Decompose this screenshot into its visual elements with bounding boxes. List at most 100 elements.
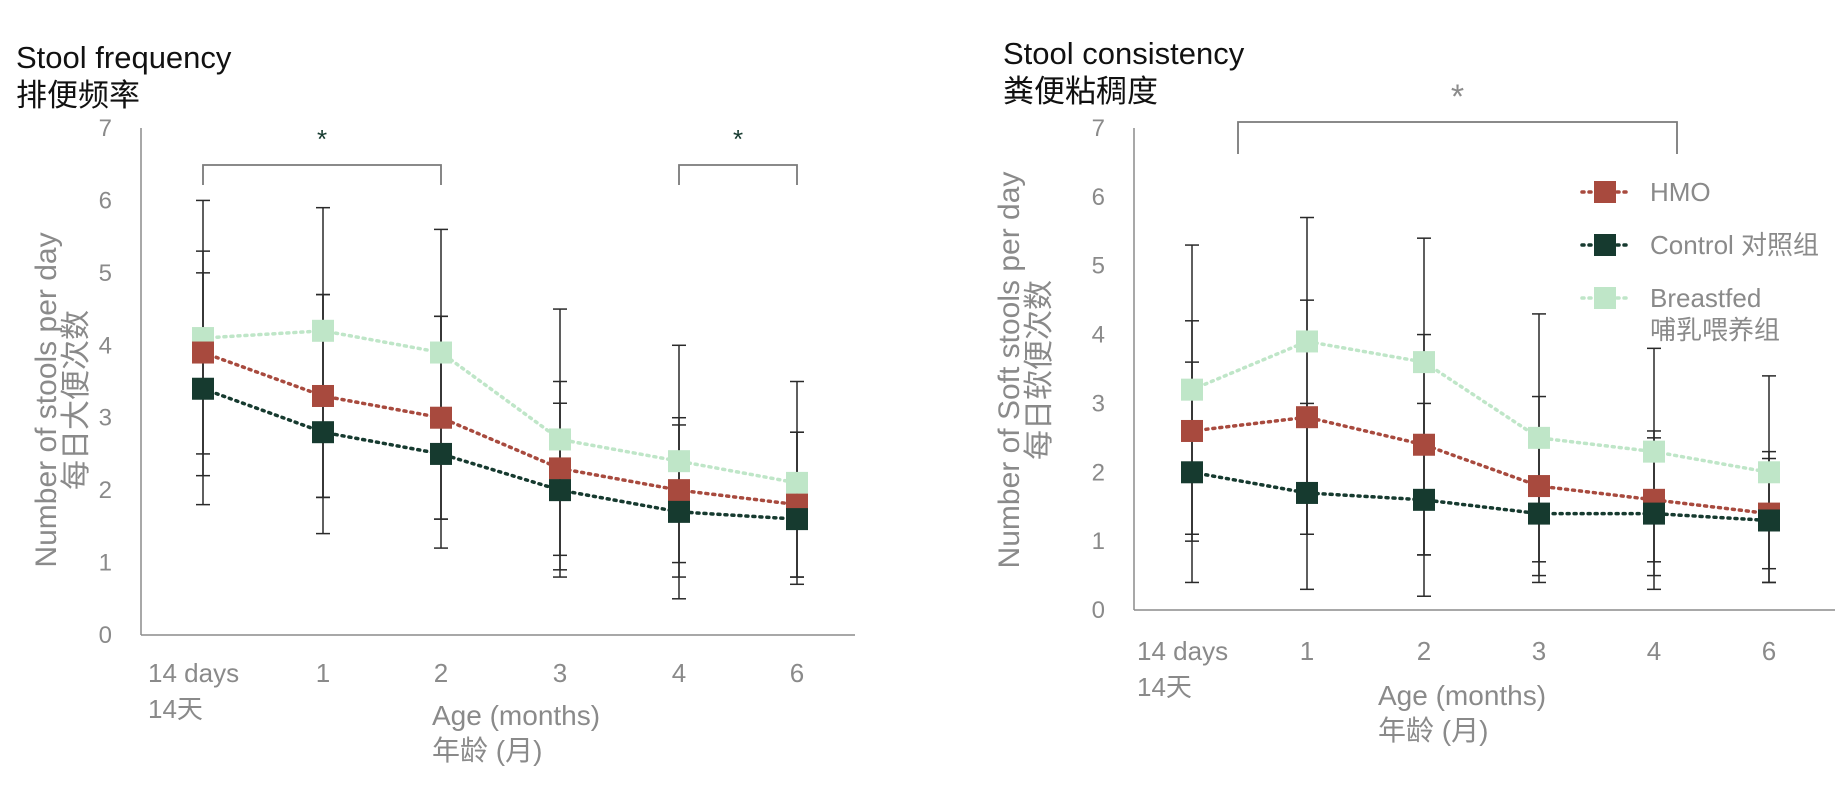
data-point-breastfed xyxy=(1296,330,1318,353)
data-point-control xyxy=(549,479,571,502)
x-axis-label-cn: 年龄 (月) xyxy=(1378,715,1488,746)
data-point-breastfed xyxy=(668,450,690,473)
data-point-hmo xyxy=(430,406,452,429)
x-tick-label: 1 xyxy=(1300,636,1314,666)
significance-bracket xyxy=(202,164,442,185)
legend-label-breastfed: Breastfed xyxy=(1650,283,1761,313)
x-tick-label: 3 xyxy=(1532,636,1546,666)
y-tick-label: 6 xyxy=(99,187,112,214)
significance-bracket xyxy=(678,164,798,185)
data-point-hmo xyxy=(668,479,690,502)
data-point-hmo xyxy=(1528,475,1550,498)
data-point-breastfed xyxy=(1413,351,1435,374)
y-tick-label: 3 xyxy=(1092,390,1105,417)
y-tick-label: 5 xyxy=(1092,253,1105,280)
x-tick-label: 2 xyxy=(1417,636,1431,666)
data-point-control xyxy=(1528,502,1550,525)
series-control xyxy=(1185,361,1776,597)
x-tick-label: 4 xyxy=(672,658,686,688)
x-axis-label: Age (months) xyxy=(1378,680,1546,711)
data-point-breastfed xyxy=(786,471,808,494)
y-tick-label: 7 xyxy=(99,115,112,142)
data-point-control xyxy=(1413,488,1435,511)
x-tick-label: 14 days xyxy=(148,658,239,688)
significance-star: * xyxy=(317,124,327,154)
data-point-control xyxy=(1643,502,1665,525)
series-line-hmo xyxy=(1190,415,1771,516)
data-point-control xyxy=(1296,481,1318,504)
data-point-control xyxy=(1758,509,1780,532)
data-point-breastfed xyxy=(430,341,452,364)
y-tick-label: 2 xyxy=(99,477,112,504)
chart-title: Stool consistency xyxy=(1003,36,1245,71)
series-hmo xyxy=(196,250,804,578)
data-point-control xyxy=(786,508,808,531)
series-line-control xyxy=(1190,470,1771,523)
series-control xyxy=(196,272,804,578)
x-tick-label: 6 xyxy=(1762,636,1776,666)
data-point-control xyxy=(192,377,214,400)
chart-title-cn: 排便频率 xyxy=(16,78,140,113)
y-axis-label-cn: 每日软便次数 xyxy=(1023,280,1056,460)
x-tick-label: 1 xyxy=(316,658,330,688)
legend-marker-breastfed xyxy=(1594,287,1616,309)
significance-bracket xyxy=(1237,121,1678,154)
chart-title: Stool frequency xyxy=(16,40,232,75)
data-point-breastfed xyxy=(1528,426,1550,449)
x-axis-label-cn: 年龄 (月) xyxy=(432,735,542,766)
series-line-breastfed xyxy=(1190,339,1771,475)
legend-marker-control xyxy=(1594,234,1616,256)
x-axis-label: Age (months) xyxy=(432,700,600,731)
series-breastfed xyxy=(196,199,804,600)
y-tick-label: 1 xyxy=(99,550,112,577)
data-point-control xyxy=(1181,461,1203,484)
chart-title-cn: 粪便粘稠度 xyxy=(1003,74,1158,109)
data-point-control xyxy=(312,421,334,444)
x-tick-label: 3 xyxy=(553,658,567,688)
data-point-breastfed xyxy=(1643,440,1665,463)
data-point-control xyxy=(430,442,452,465)
data-point-breastfed xyxy=(549,428,571,451)
y-tick-label: 0 xyxy=(1092,597,1105,624)
significance-star: * xyxy=(1451,78,1464,116)
y-tick-label: 3 xyxy=(99,405,112,432)
data-point-hmo xyxy=(1413,433,1435,456)
series-line-breastfed xyxy=(201,329,799,485)
y-axis-label: Number of stools per day xyxy=(30,232,63,567)
data-point-hmo xyxy=(549,457,571,480)
y-tick-label: 2 xyxy=(1092,459,1105,486)
x-tick-label: 6 xyxy=(790,658,804,688)
x-tick-label: 2 xyxy=(434,658,448,688)
significance-star: * xyxy=(733,124,743,154)
legend-label-control: Control 对照组 xyxy=(1650,230,1819,260)
data-point-breastfed xyxy=(1758,461,1780,484)
x-tick-label: 4 xyxy=(1647,636,1661,666)
legend-marker-hmo xyxy=(1594,181,1616,203)
x-tick-label: 14 days xyxy=(1137,636,1228,666)
y-tick-label: 7 xyxy=(1092,115,1105,142)
data-point-control xyxy=(668,500,690,523)
y-tick-label: 4 xyxy=(1092,322,1105,349)
y-tick-label: 4 xyxy=(99,332,112,359)
series-line-control xyxy=(201,386,799,521)
data-point-hmo xyxy=(192,341,214,364)
data-point-breastfed xyxy=(312,319,334,342)
data-point-hmo xyxy=(1296,406,1318,429)
y-tick-label: 5 xyxy=(99,260,112,287)
legend-label-cn-breastfed: 哺乳喂养组 xyxy=(1650,315,1780,345)
y-axis-label-cn: 每日大便次数 xyxy=(60,310,93,490)
y-tick-label: 0 xyxy=(99,622,112,649)
data-point-breastfed xyxy=(1181,378,1203,401)
data-point-hmo xyxy=(1181,419,1203,442)
x-tick-label-cn: 14天 xyxy=(148,694,203,724)
series-line-hmo xyxy=(201,350,799,507)
x-tick-label-cn: 14天 xyxy=(1137,672,1192,702)
y-tick-label: 1 xyxy=(1092,528,1105,555)
y-axis-label: Number of Soft stools per day xyxy=(993,172,1026,569)
data-point-hmo xyxy=(312,384,334,407)
legend-label-hmo: HMO xyxy=(1650,177,1711,207)
